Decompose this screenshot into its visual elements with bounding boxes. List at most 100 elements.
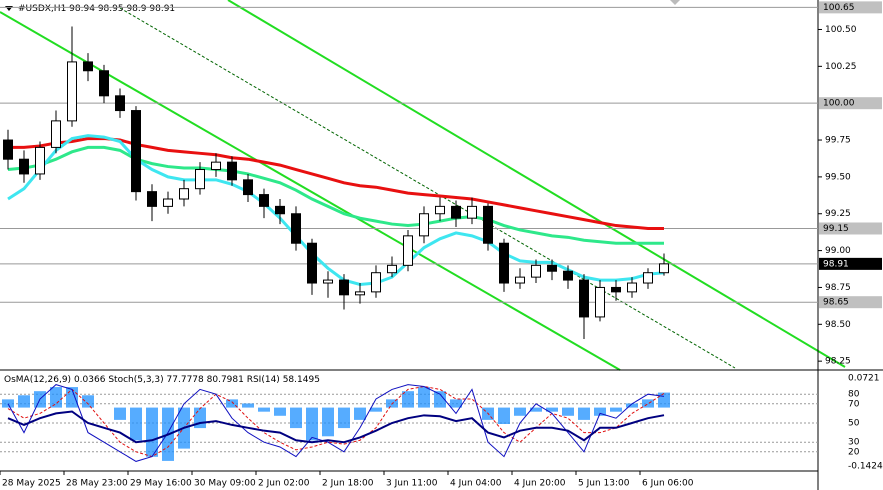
- candle-body: [531, 264, 541, 278]
- osma-bar: [338, 407, 350, 429]
- level-label: 98.91: [823, 259, 849, 269]
- signal-value: 80.7981: [207, 375, 244, 385]
- x-tick-label: 5 Jun 13:00: [578, 479, 630, 489]
- x-tick-label: 4 Jun 20:00: [514, 479, 566, 489]
- osma-bar: [450, 399, 462, 408]
- osma-bar: [626, 403, 638, 408]
- candle-body: [467, 205, 477, 219]
- osma-bar: [658, 392, 670, 408]
- osma-bar: [610, 407, 622, 412]
- candle-body: [515, 276, 525, 284]
- osma-bar: [402, 391, 414, 408]
- stoch-name: Stoch(5,3,3): [108, 375, 163, 385]
- y-tick-label: 99.75: [825, 136, 851, 146]
- y-tick-label: 99.50: [825, 172, 851, 182]
- candle-body: [435, 205, 445, 215]
- x-tick-label: 2 Jun 18:00: [322, 479, 374, 489]
- candle-body: [403, 235, 413, 266]
- candle-body: [131, 110, 141, 193]
- candle-body: [51, 120, 61, 148]
- candle-body: [243, 179, 253, 196]
- stoch-line: [7, 384, 665, 462]
- candle-body: [3, 139, 13, 160]
- y2-tick-label: 70: [848, 399, 860, 409]
- candle-body: [563, 270, 573, 281]
- close: 98.91: [149, 4, 175, 14]
- osma-bar: [354, 407, 366, 420]
- candle-body: [627, 282, 637, 293]
- level-label: 98.65: [823, 298, 849, 308]
- candle-body: [115, 95, 125, 112]
- level-box: [819, 222, 882, 235]
- osma-bar: [498, 407, 510, 424]
- open: 98.94: [69, 4, 95, 14]
- y-tick-label: 99.00: [825, 246, 851, 256]
- candle-body: [99, 70, 109, 97]
- x-tick-label: 4 Jun 04:00: [450, 479, 502, 489]
- candle-body: [179, 188, 189, 200]
- level-box: [819, 97, 882, 110]
- y-tick-label: 99.25: [825, 209, 851, 219]
- candle-body: [547, 264, 557, 272]
- osma-bar: [82, 395, 94, 408]
- moving-average: [7, 145, 664, 245]
- candle-body: [355, 291, 365, 296]
- level-box: [819, 257, 882, 270]
- candle-body: [643, 272, 653, 284]
- level-box: [819, 1, 882, 14]
- osma-bar: [322, 407, 334, 437]
- candle-body: [275, 205, 285, 215]
- indicator-header: OsMA(12,26,9) 0.0366 Stoch(5,3,3) 77.777…: [4, 375, 320, 385]
- shift-marker: [670, 0, 680, 5]
- candle-body: [579, 279, 589, 318]
- osma-bar: [274, 407, 286, 416]
- y-tick-label: 100.25: [825, 62, 857, 72]
- x-tick-label: 29 May 16:00: [130, 479, 192, 489]
- candle-body: [419, 213, 429, 237]
- candle-body: [307, 242, 317, 284]
- candle-body: [371, 272, 381, 293]
- osma-bar: [114, 407, 126, 420]
- x-tick-label: 2 Jun 02:00: [258, 479, 310, 489]
- x-tick-label: 28 May 23:00: [66, 479, 128, 489]
- y-tick-label: 98.25: [825, 357, 851, 367]
- osma-bar: [242, 403, 254, 408]
- osma-bar: [290, 407, 302, 429]
- osma-bar: [2, 399, 14, 408]
- trend-line: [119, 7, 736, 369]
- osma-bar: [258, 407, 270, 412]
- rsi-name: RSI(14): [247, 375, 280, 385]
- y2-tick-label: 80: [848, 390, 860, 400]
- osma-bar: [578, 407, 590, 420]
- rsi-value: 58.1495: [283, 375, 320, 385]
- x-tick-label: 3 Jun 11:00: [386, 479, 438, 489]
- level-label: 100.00: [823, 99, 855, 109]
- candle-body: [387, 264, 397, 274]
- level-box: [819, 296, 882, 309]
- candle-body: [323, 279, 333, 284]
- osma-bar: [530, 407, 542, 412]
- candle-body: [67, 61, 77, 122]
- chart-header: #USDX,H1 98.94 98.95 98.9 98.91: [18, 4, 175, 14]
- candle-body: [339, 279, 349, 296]
- y-tick-label: 100.50: [825, 25, 857, 35]
- y-tick-label: 98.75: [825, 283, 851, 293]
- x-tick-label: 28 May 2025: [2, 479, 61, 489]
- y-tick-label: 98.50: [825, 320, 851, 330]
- candle-body: [611, 286, 621, 293]
- stoch-value: 77.7778: [167, 375, 204, 385]
- y-tick-label: 0.0721: [848, 374, 880, 384]
- y2-tick-label: 30: [848, 438, 860, 448]
- y2-tick-label: 50: [848, 419, 860, 429]
- osma-bar: [18, 395, 30, 408]
- channel-line: [227, 0, 846, 368]
- signal-line: [7, 386, 665, 458]
- osma-name: OsMA(12,26,9): [4, 375, 71, 385]
- osma-bar: [418, 387, 430, 408]
- osma-value: 0.0366: [74, 375, 106, 385]
- y2-tick-label: 20: [848, 447, 860, 457]
- osma-bar: [50, 387, 62, 408]
- candle-body: [291, 213, 301, 244]
- osma-bar: [434, 391, 446, 408]
